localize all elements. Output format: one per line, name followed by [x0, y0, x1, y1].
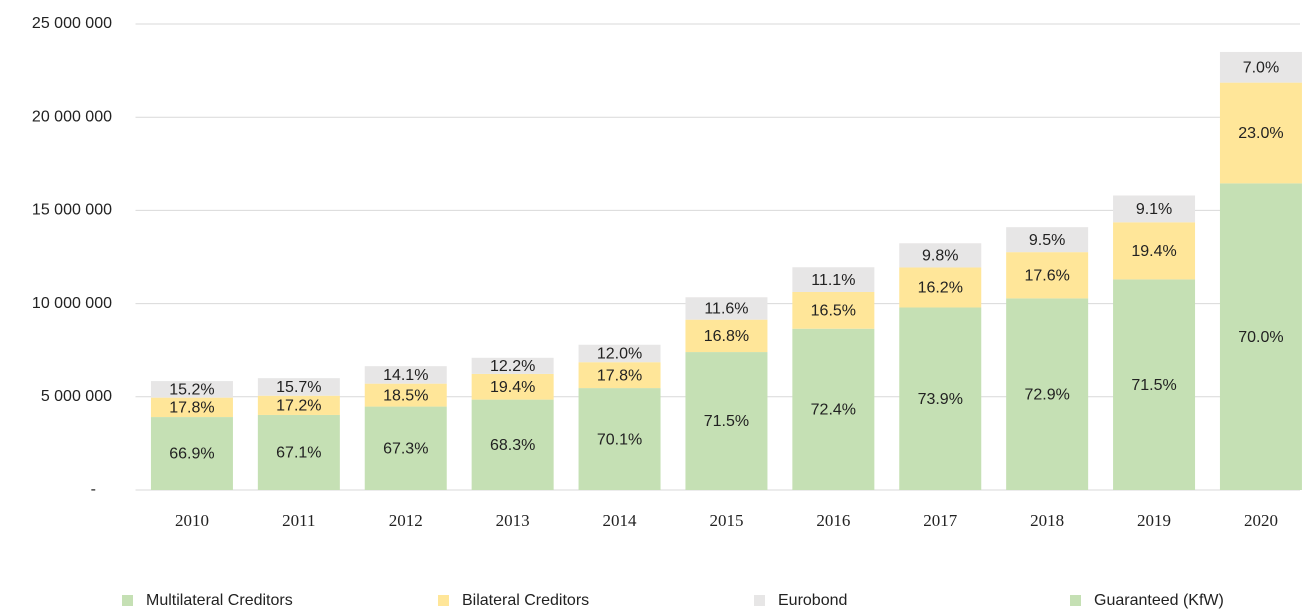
data-label: 68.3% [490, 437, 535, 454]
data-label: 67.1% [276, 445, 321, 462]
data-label: 70.1% [597, 431, 642, 448]
bar-segment [578, 388, 661, 490]
y-tick-label: 5 000 000 [41, 388, 112, 405]
data-label: 14.1% [383, 367, 428, 384]
x-tick-label: 2011 [282, 511, 315, 530]
data-label: 12.0% [597, 346, 642, 363]
data-label: 67.3% [383, 441, 428, 458]
data-label: 17.8% [597, 367, 642, 384]
bar-segment [1219, 82, 1302, 184]
bar-segment [150, 417, 233, 490]
data-label: 18.5% [383, 387, 428, 404]
bar-segment [364, 383, 447, 407]
y-tick-label: 25 000 000 [32, 15, 112, 32]
data-label: 71.5% [704, 413, 749, 430]
y-tick-label: 15 000 000 [32, 202, 112, 219]
data-label: 73.9% [918, 391, 963, 408]
data-label: 16.2% [918, 280, 963, 297]
legend-swatch [1070, 595, 1081, 606]
data-label: 15.7% [276, 379, 321, 396]
bar-segment [792, 328, 875, 490]
bar-segment [1113, 279, 1196, 490]
x-tick-label: 2020 [1244, 511, 1278, 530]
bar-segment [1113, 222, 1196, 280]
data-label: 11.1% [811, 272, 855, 289]
x-tick-label: 2012 [389, 511, 423, 530]
data-label: 9.1% [1136, 201, 1172, 218]
data-label: 19.4% [1131, 243, 1176, 260]
x-tick-label: 2017 [923, 511, 958, 530]
legend-label: Multilateral Creditors [146, 592, 293, 609]
bar-segment [257, 414, 340, 490]
legend-label: Guaranteed (KfW) [1094, 592, 1224, 609]
legend-swatch [754, 595, 765, 606]
bar-segment [792, 291, 875, 329]
bar-segment [364, 406, 447, 490]
bar-segment [899, 243, 982, 268]
bar-segment [150, 381, 233, 398]
bar-segment [150, 397, 233, 418]
bar-segment [257, 378, 340, 396]
x-tick-label: 2019 [1137, 511, 1171, 530]
x-tick-label: 2014 [603, 511, 638, 530]
bar-segment [1219, 51, 1302, 83]
x-tick-label: 2013 [496, 511, 530, 530]
bar-segment [257, 395, 340, 415]
data-label: 7.0% [1243, 60, 1279, 77]
bar-segment [1006, 227, 1089, 253]
bar-segment [899, 267, 982, 308]
bar-segment [685, 319, 768, 353]
data-label: 17.6% [1024, 267, 1069, 284]
bar-segment [685, 352, 768, 490]
y-tick-label: 20 000 000 [32, 108, 112, 125]
bar-segment [685, 297, 768, 320]
bar-segment [1113, 195, 1196, 223]
data-label: 70.0% [1238, 329, 1283, 346]
data-label: 12.2% [490, 358, 535, 375]
legend-label: Bilateral Creditors [462, 592, 589, 609]
y-tick-label: - [91, 481, 96, 498]
bar-segment [364, 366, 447, 384]
bar-segment [471, 399, 554, 490]
bar-segment [899, 307, 982, 490]
data-label: 72.4% [811, 402, 856, 419]
legend-swatch [122, 595, 133, 606]
legend-swatch [438, 595, 449, 606]
data-label: 19.4% [490, 379, 535, 396]
x-tick-label: 2015 [709, 511, 743, 530]
data-label: 16.8% [704, 328, 749, 345]
bar-segment [471, 373, 554, 400]
data-label: 17.2% [276, 398, 321, 415]
legend-label: Eurobond [778, 592, 847, 609]
x-tick-label: 2016 [816, 511, 850, 530]
x-tick-label: 2018 [1030, 511, 1064, 530]
bar-segment [471, 357, 554, 374]
data-label: 23.0% [1238, 125, 1283, 142]
data-label: 16.5% [811, 303, 856, 320]
bar-segment [1219, 183, 1302, 490]
data-label: 66.9% [169, 446, 214, 463]
y-tick-label: 10 000 000 [32, 295, 112, 312]
data-label: 9.5% [1029, 232, 1065, 249]
data-label: 9.8% [922, 248, 958, 265]
x-tick-label: 2010 [175, 511, 209, 530]
bar-segment [578, 362, 661, 389]
data-label: 72.9% [1024, 386, 1069, 403]
data-label: 71.5% [1131, 377, 1176, 394]
bar-segment [1006, 298, 1089, 490]
data-label: 11.6% [704, 301, 748, 318]
bar-segment [792, 267, 875, 292]
data-label: 15.2% [169, 382, 214, 399]
bar-segment [578, 344, 661, 363]
bar-segment [1006, 252, 1089, 299]
data-label: 17.8% [169, 400, 214, 417]
